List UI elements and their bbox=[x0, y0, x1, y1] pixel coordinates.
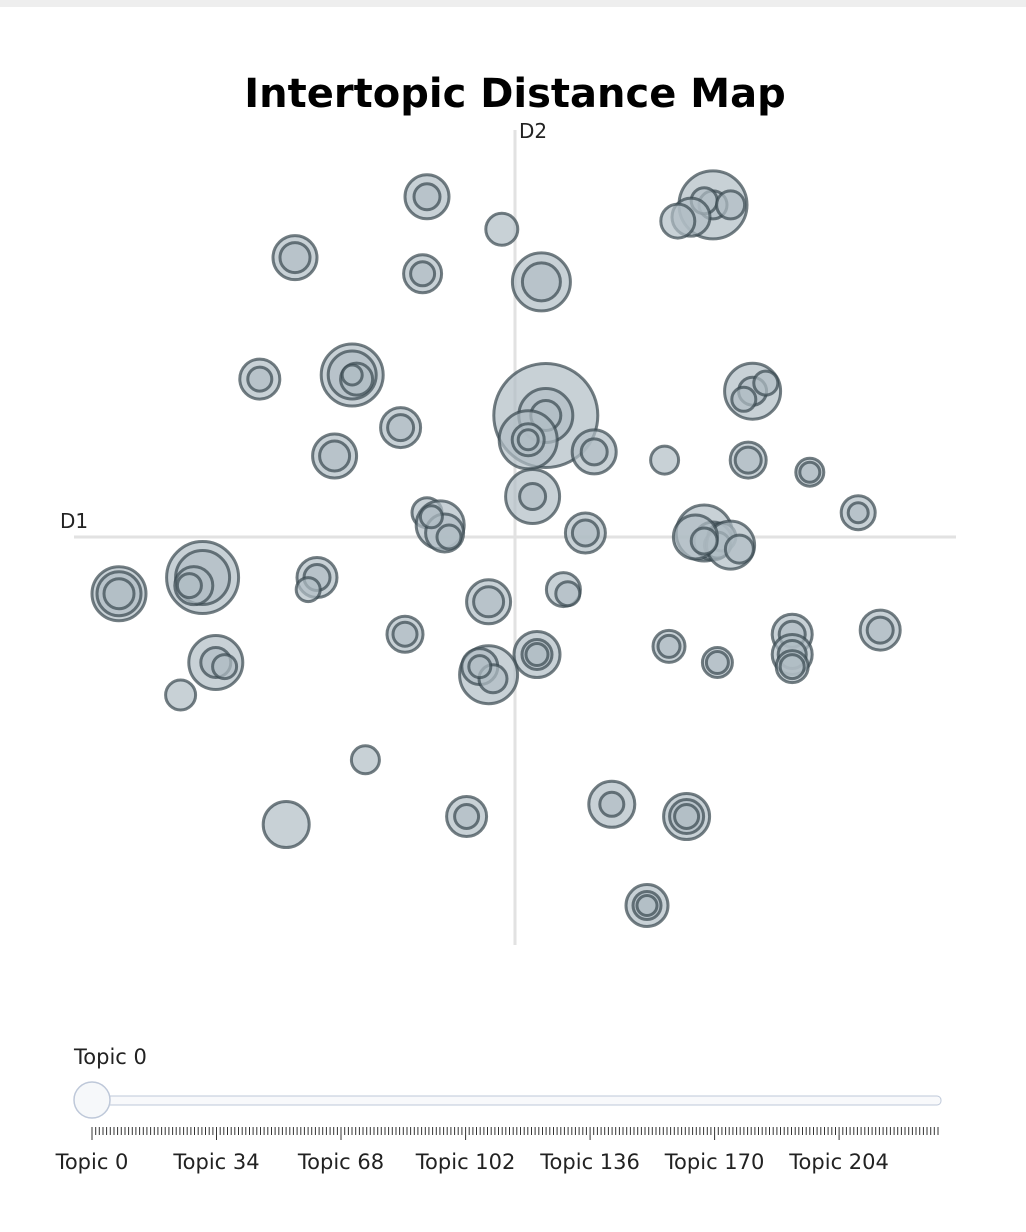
slider-tick-label: Topic 204 bbox=[788, 1150, 889, 1174]
topic-bubble[interactable] bbox=[518, 482, 548, 511]
chart-title: Intertopic Distance Map bbox=[244, 71, 785, 117]
topic-bubble[interactable] bbox=[412, 182, 442, 212]
slider-handle[interactable] bbox=[73, 1081, 111, 1119]
slider-tick-label: Topic 102 bbox=[415, 1150, 516, 1174]
slider-tick-labels: Topic 0 Topic 34 Topic 68 Topic 102 Topic 13… bbox=[55, 1150, 889, 1174]
topic-bubble[interactable] bbox=[261, 800, 311, 849]
topic-bubble[interactable] bbox=[656, 633, 682, 659]
topic-bubble[interactable] bbox=[524, 642, 550, 667]
topic-bubble[interactable] bbox=[579, 437, 609, 467]
slider-tick-label: Topic 136 bbox=[539, 1150, 640, 1174]
topic-bubble[interactable] bbox=[554, 580, 582, 608]
topic-bubble[interactable] bbox=[865, 615, 895, 645]
topic-bubble[interactable] bbox=[340, 363, 364, 387]
topic-bubble[interactable] bbox=[520, 261, 562, 303]
topic-bubble[interactable] bbox=[659, 202, 697, 240]
topic-bubble[interactable] bbox=[733, 445, 763, 475]
topic-bubble[interactable] bbox=[689, 526, 719, 556]
topic-bubble[interactable] bbox=[484, 211, 520, 247]
slider-tick-label: Topic 170 bbox=[664, 1150, 765, 1174]
slider-rail[interactable] bbox=[89, 1095, 942, 1106]
topic-bubble[interactable] bbox=[453, 803, 481, 830]
topic-bubble[interactable] bbox=[846, 501, 870, 525]
topic-bubble[interactable] bbox=[516, 428, 540, 452]
topic-bubble[interactable] bbox=[472, 585, 506, 619]
topic-bubble[interactable] bbox=[723, 533, 755, 565]
topic-bubble[interactable] bbox=[570, 518, 600, 548]
topic-bubble[interactable] bbox=[294, 576, 322, 604]
topic-bubble[interactable] bbox=[164, 678, 198, 712]
topic-bubble[interactable] bbox=[386, 413, 416, 443]
slider-current-label: Topic 0 bbox=[73, 1045, 147, 1069]
slider-tick-label: Topic 34 bbox=[172, 1150, 259, 1174]
topic-bubble[interactable] bbox=[798, 460, 822, 484]
topic-bubble[interactable] bbox=[704, 650, 730, 675]
topic-bubble[interactable] bbox=[278, 241, 312, 275]
topic-bubble[interactable] bbox=[715, 189, 747, 221]
top-border bbox=[0, 0, 1026, 7]
y-axis-label: D2 bbox=[519, 119, 547, 143]
topic-bubble[interactable] bbox=[211, 653, 239, 681]
x-axis-label: D1 bbox=[60, 509, 88, 533]
topic-bubble[interactable] bbox=[175, 572, 203, 600]
topic-bubble[interactable] bbox=[246, 365, 274, 393]
topic-bubble[interactable] bbox=[418, 504, 444, 530]
topic-bubble[interactable] bbox=[409, 260, 437, 288]
topic-bubble[interactable] bbox=[467, 654, 493, 680]
slider-tick-label: Topic 68 bbox=[297, 1150, 384, 1174]
topic-bubble[interactable] bbox=[635, 894, 659, 917]
topic-bubble[interactable] bbox=[349, 744, 381, 776]
topic-bubble[interactable] bbox=[435, 523, 463, 551]
topic-bubble[interactable] bbox=[102, 577, 136, 611]
slider-ticks bbox=[91, 1127, 939, 1140]
bubble-layer bbox=[90, 169, 902, 928]
topic-bubble[interactable] bbox=[730, 385, 758, 413]
topic-bubble[interactable] bbox=[673, 803, 701, 830]
topic-bubble[interactable] bbox=[752, 369, 780, 397]
topic-bubble[interactable] bbox=[318, 439, 352, 473]
slider-tick-label: Topic 0 bbox=[55, 1150, 129, 1174]
topic-bubble[interactable] bbox=[598, 790, 626, 818]
topic-bubble[interactable] bbox=[391, 620, 419, 648]
topic-bubble[interactable] bbox=[778, 653, 806, 681]
topic-bubble[interactable] bbox=[649, 444, 681, 476]
